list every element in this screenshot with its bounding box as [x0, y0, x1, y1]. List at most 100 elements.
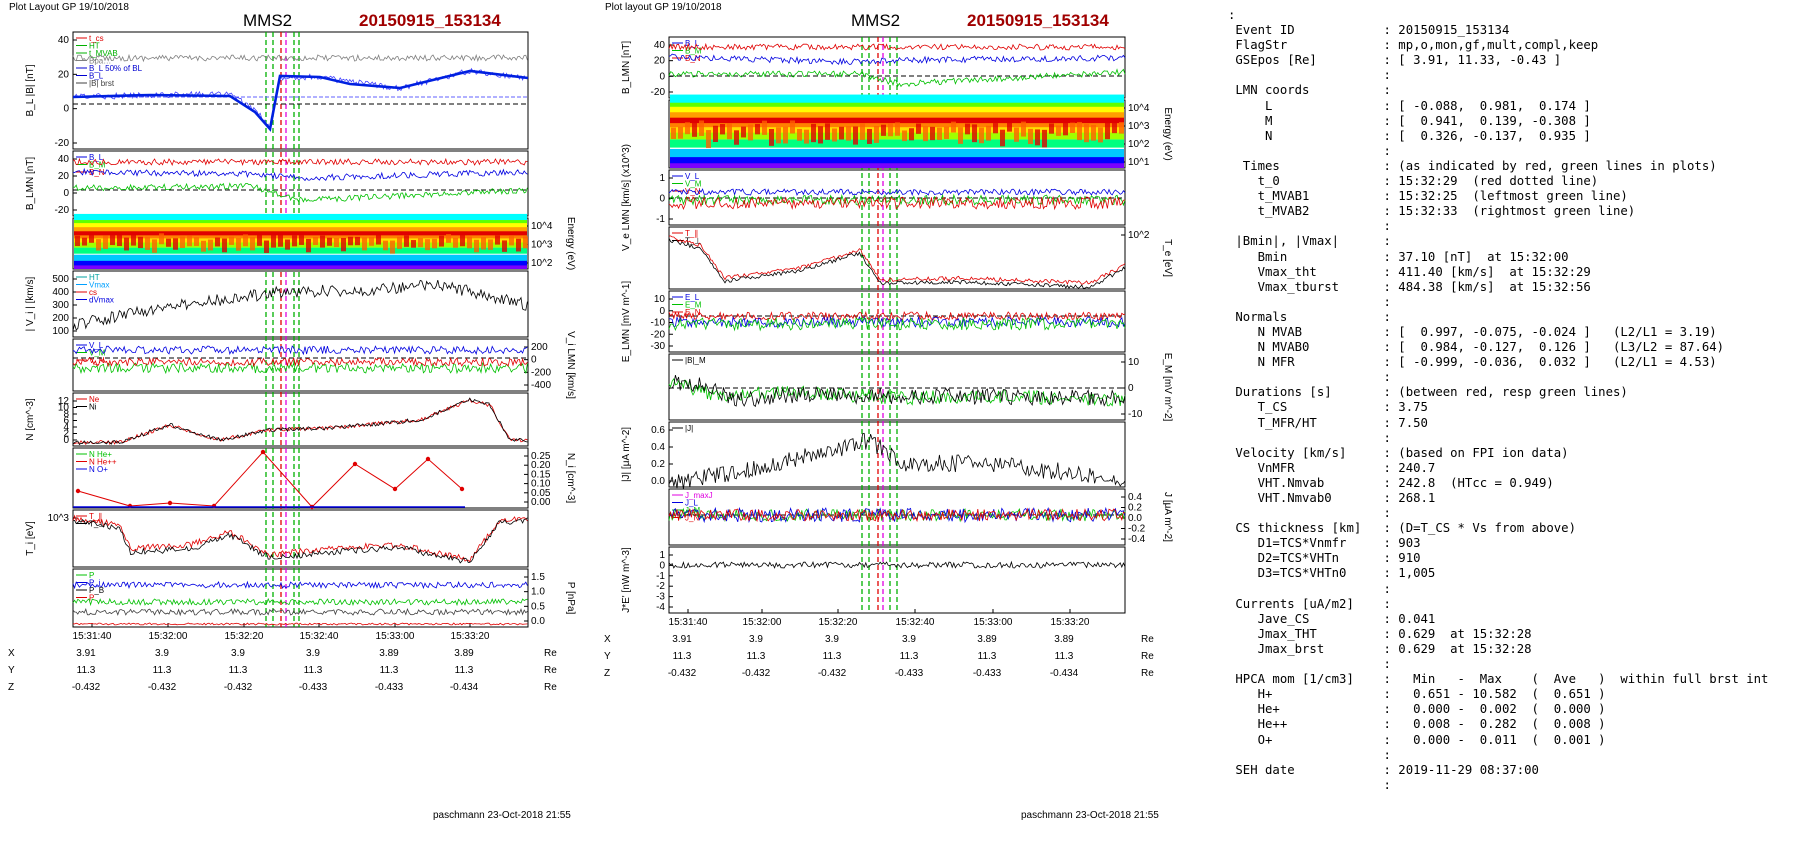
summary-row: t_MVAB1 : 15:32:25 (leftmost green line) — [1228, 189, 1798, 204]
summary-key: D1=TCS*Vnmfr — [1228, 536, 1384, 551]
summary-row: O+ : 0.000 - 0.011 ( 0.001 ) — [1228, 733, 1798, 748]
summary-row: D2=TCS*VHTn : 910 — [1228, 551, 1798, 566]
summary-row: T_CS : 3.75 — [1228, 400, 1798, 415]
left-panel-8: 10^3 T_i [eV] T_∥T_⊥ — [25, 509, 529, 568]
summary-key: VHT.Nmvab — [1228, 475, 1384, 490]
bl-lmn-trace — [72, 157, 528, 166]
legend-entry: V_M — [685, 180, 702, 189]
p-b-trace — [72, 607, 528, 617]
spectrogram-cell — [495, 235, 500, 245]
summary-key: T_CS — [1228, 400, 1384, 415]
summary-value: 903 — [1398, 536, 1421, 551]
summary-key: Times — [1228, 158, 1384, 173]
summary-separator: : — [1383, 717, 1399, 732]
ytick-label: 0 — [63, 104, 69, 115]
legend-entry: B_M — [89, 161, 106, 170]
spectrogram-cell — [860, 123, 865, 140]
summary-separator: : — [1383, 702, 1399, 717]
summary-row: H+ : 0.651 - 10.582 ( 0.651 ) — [1228, 687, 1798, 702]
position-value: 3.9 — [306, 648, 320, 659]
legend-entry: cs — [89, 288, 97, 297]
summary-row: : — [1228, 144, 1798, 159]
spectrogram-cell — [867, 128, 872, 144]
legend-entry: Ne — [89, 395, 100, 404]
legend-entry: N O+ — [89, 465, 108, 474]
ytick-label: 0.0 — [1128, 513, 1142, 524]
summary-separator: : — [1383, 566, 1399, 581]
summary-key — [1228, 657, 1383, 671]
xtick-label: 15:32:00 — [149, 631, 188, 642]
em-trace — [668, 378, 1126, 407]
ytick-label: 0.4 — [1128, 492, 1142, 503]
spectrogram-cell — [937, 127, 942, 140]
position-value: 11.3 — [900, 651, 919, 662]
position-unit: Re — [1141, 651, 1154, 662]
ti-perp-trace — [73, 517, 528, 564]
spectrogram-cell — [96, 239, 101, 251]
spectrogram-cell — [138, 236, 143, 249]
spectrogram-band — [670, 148, 1124, 158]
ve-l-trace — [668, 188, 1126, 197]
summary-separator: : — [1383, 430, 1399, 445]
middle-panel-9: 10-1-2-3-4 J*E' [nW m^-3] — [621, 546, 1126, 614]
ytick-label: 200 — [52, 313, 69, 324]
summary-row: Jmax_brst : 0.629 at 15:32:28 — [1228, 642, 1798, 657]
spectrogram-cell — [187, 235, 192, 247]
spectrogram-cell — [271, 234, 276, 248]
position-value: 11.3 — [978, 651, 997, 662]
spectrogram-band — [670, 109, 1124, 118]
summary-value: mp,o,mon,gf,mult,compl,keep — [1398, 38, 1599, 53]
spectrogram-band — [74, 254, 527, 261]
summary-key: T_MFR/HT — [1228, 415, 1384, 430]
ytick-label: 0.0 — [531, 616, 545, 627]
spectrogram-cell — [341, 237, 346, 252]
position-value: 11.3 — [747, 651, 766, 662]
ytick-label: 0.10 — [531, 479, 551, 490]
ytick-label: 1 — [659, 550, 665, 561]
spectrogram-cell — [874, 126, 879, 143]
summary-key: Vmax_tburst — [1228, 279, 1384, 294]
summary-separator: : — [1383, 340, 1399, 355]
n-he2-point — [260, 449, 266, 455]
summary-value: (based on FPI ion data) — [1398, 445, 1569, 460]
m-bm-trace — [668, 53, 1126, 66]
te-perp-trace — [668, 238, 1126, 289]
y-axis-label: V_e LMN [km/s] (x10^3) — [621, 144, 632, 251]
legend-entry: P — [89, 594, 94, 603]
summary-value: Min - Max ( Ave ) within full brst int — [1398, 672, 1769, 687]
ytick-label: -30 — [651, 341, 666, 352]
spectrogram-cell — [1112, 120, 1117, 134]
summary-key: LMN coords — [1228, 83, 1384, 98]
legend-entry: B_M — [685, 47, 702, 56]
middle-panel-6: 10 0 -10 E_M [mV m^-2] |B|_M — [668, 353, 1173, 422]
spectrogram-cell — [320, 235, 325, 248]
spectrogram-cell — [748, 124, 753, 141]
y-axis-label-right: P [nPa] — [565, 582, 576, 615]
spectrogram-cell — [895, 122, 900, 136]
position-value: -0.432 — [72, 682, 101, 693]
summary-separator: : — [1383, 762, 1399, 777]
spectrogram-cell — [916, 123, 921, 134]
legend-entry: B_N — [89, 168, 105, 177]
spectrogram-cell — [383, 240, 388, 251]
position-value: 11.3 — [304, 665, 323, 676]
position-value: 11.3 — [380, 665, 399, 676]
spectrogram-cell — [734, 130, 739, 145]
summary-separator: : — [1383, 174, 1399, 189]
summary-value: 0.000 - 0.011 ( 0.001 ) — [1398, 732, 1606, 747]
left-panel-4: 500 400 300 200 100 | V_i | [km/s] HTVmaxcsdVm… — [25, 270, 529, 338]
spectrogram-band — [74, 262, 527, 269]
xtick-label: 15:33:20 — [451, 631, 490, 642]
summary-row: t_0 : 15:32:29 (red dotted line) — [1228, 174, 1798, 189]
summary-value: 484.38 [km/s] at 15:32:56 — [1398, 279, 1591, 294]
spectrogram-cell — [362, 237, 367, 251]
summary-separator: : — [1383, 536, 1399, 551]
spectrogram-cell — [853, 126, 858, 145]
summary-key: t_0 — [1228, 174, 1384, 189]
summary-row: : — [1228, 68, 1798, 83]
xtick-label: 15:31:40 — [669, 617, 708, 628]
summary-separator: : — [1383, 98, 1399, 113]
spectrogram-cell — [453, 237, 458, 248]
summary-row: : — [1228, 431, 1798, 446]
